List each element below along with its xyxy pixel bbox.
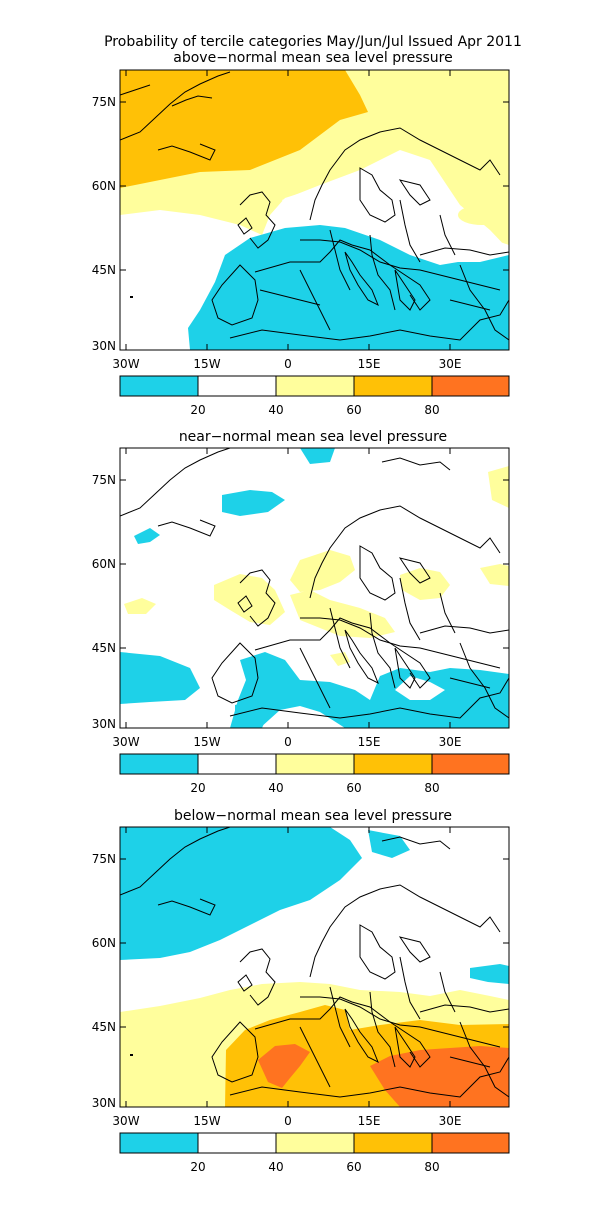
panel-title-near: near−normal mean sea level pressure — [179, 429, 447, 445]
colorbar-swatch-light-yellow — [276, 754, 354, 774]
colorbar-label-40: 40 — [268, 1160, 283, 1174]
colorbar-label-20: 20 — [190, 403, 205, 417]
x-tick-15w: 15W — [193, 735, 220, 749]
colorbar-label-20: 20 — [190, 781, 205, 795]
colorbar-near: 20 40 60 80 — [119, 753, 510, 795]
x-tick-15w: 15W — [193, 1114, 220, 1128]
y-tick-75n: 75N — [92, 852, 116, 866]
y-tick-30n: 30N — [92, 339, 116, 353]
colorbar-label-60: 60 — [346, 781, 361, 795]
colorbar-swatch-orange — [432, 1133, 509, 1153]
x-tick-0: 0 — [284, 735, 292, 749]
y-tick-60n: 60N — [92, 557, 116, 571]
x-tick-30e: 30E — [439, 357, 462, 371]
x-tick-30e: 30E — [439, 735, 462, 749]
y-tick-60n: 60N — [92, 179, 116, 193]
colorbar-above: 20 40 60 80 — [119, 375, 510, 417]
colorbar-swatch-gold — [354, 376, 432, 396]
colorbar-label-80: 80 — [424, 403, 439, 417]
plot-frame-above — [119, 69, 510, 351]
x-tick-15e: 15E — [358, 357, 381, 371]
x-tick-0: 0 — [284, 357, 292, 371]
y-tick-30n: 30N — [92, 717, 116, 731]
panel-title-above: above−normal mean sea level pressure — [173, 50, 452, 66]
y-tick-45n: 45N — [92, 1020, 116, 1034]
panel-above: above−normal mean sea level pressure — [92, 50, 510, 417]
y-tick-30n: 30N — [92, 1096, 116, 1110]
colorbar-swatch-white — [198, 376, 276, 396]
x-tick-15e: 15E — [358, 1114, 381, 1128]
x-tick-0: 0 — [284, 1114, 292, 1128]
plot-frame-below — [119, 826, 510, 1108]
y-tick-75n: 75N — [92, 95, 116, 109]
colorbar-swatch-cyan — [120, 1133, 198, 1153]
colorbar-below: 20 40 60 80 — [119, 1132, 510, 1174]
map-near — [120, 448, 509, 728]
map-above — [120, 70, 509, 350]
y-tick-45n: 45N — [92, 641, 116, 655]
y-tick-75n: 75N — [92, 473, 116, 487]
x-tick-30w: 30W — [112, 357, 139, 371]
colorbar-swatch-light-yellow — [276, 376, 354, 396]
x-tick-30w: 30W — [112, 1114, 139, 1128]
x-tick-30e: 30E — [439, 1114, 462, 1128]
x-tick-15e: 15E — [358, 735, 381, 749]
colorbar-swatch-gold — [354, 754, 432, 774]
colorbar-label-80: 80 — [424, 1160, 439, 1174]
figure-title: Probability of tercile categories May/Ju… — [104, 34, 522, 50]
y-tick-60n: 60N — [92, 936, 116, 950]
colorbar-label-60: 60 — [346, 1160, 361, 1174]
colorbar-swatch-light-yellow — [276, 1133, 354, 1153]
colorbar-swatch-white — [198, 754, 276, 774]
colorbar-label-20: 20 — [190, 1160, 205, 1174]
panel-below: below−normal mean sea level pressure — [92, 808, 510, 1174]
map-below — [120, 827, 509, 1107]
plot-frame-near — [119, 447, 510, 729]
colorbar-label-40: 40 — [268, 403, 283, 417]
colorbar-swatch-gold — [354, 1133, 432, 1153]
colorbar-swatch-white — [198, 1133, 276, 1153]
colorbar-swatch-cyan — [120, 754, 198, 774]
x-tick-15w: 15W — [193, 357, 220, 371]
panel-near: near−normal mean sea level pressure — [92, 429, 510, 795]
colorbar-label-60: 60 — [346, 403, 361, 417]
panel-title-below: below−normal mean sea level pressure — [174, 808, 452, 824]
x-tick-30w: 30W — [112, 735, 139, 749]
colorbar-label-40: 40 — [268, 781, 283, 795]
colorbar-label-80: 80 — [424, 781, 439, 795]
colorbar-swatch-orange — [432, 376, 509, 396]
y-tick-45n: 45N — [92, 263, 116, 277]
colorbar-swatch-orange — [432, 754, 509, 774]
colorbar-swatch-cyan — [120, 376, 198, 396]
